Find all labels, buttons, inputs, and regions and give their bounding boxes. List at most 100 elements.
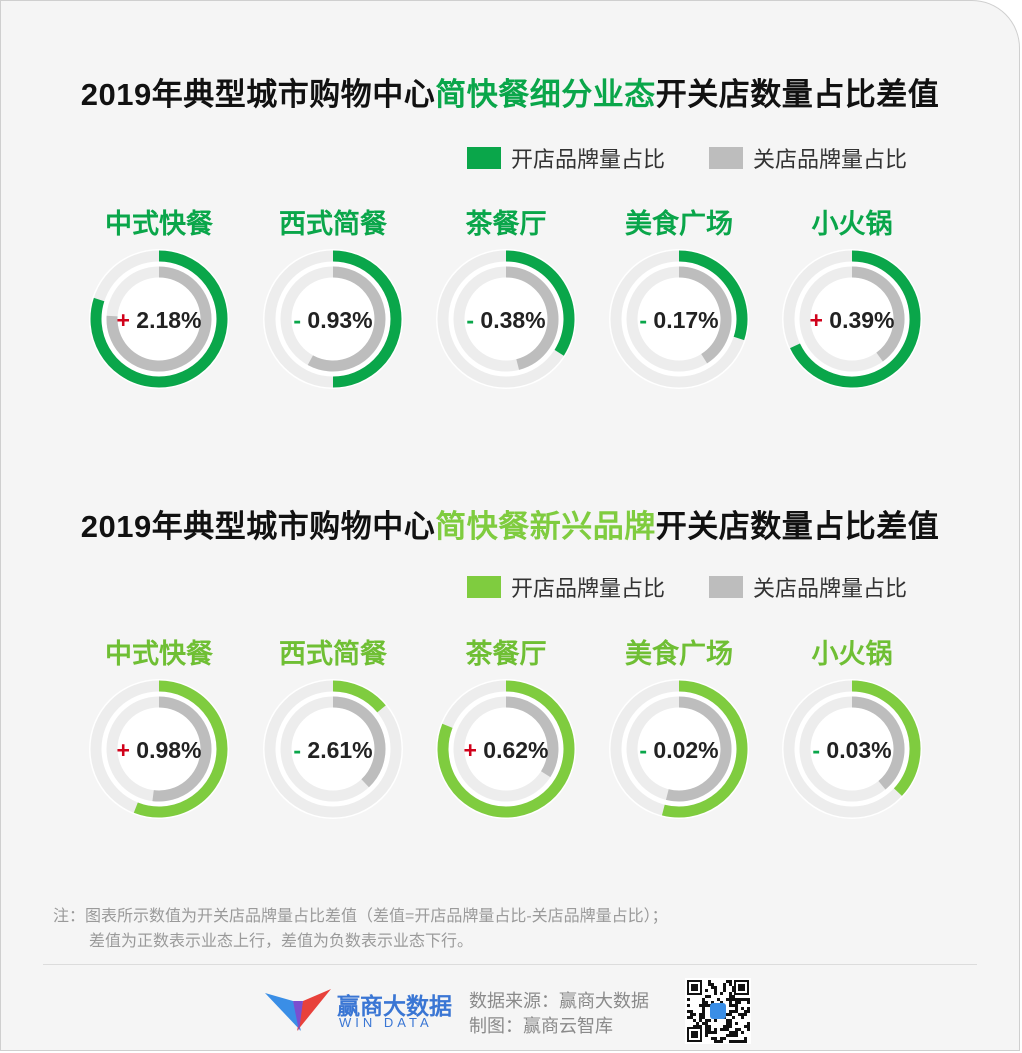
open-arc (678, 250, 748, 341)
top-title-prefix: 2019年典型城市购物中心 (80, 77, 436, 112)
windata-logo-icon (265, 989, 331, 1031)
diff-sign: + (116, 307, 136, 333)
bottom-chart-title: 2019年典型城市购物中心简快餐新兴品牌开关店数量占比差值 (1, 501, 1019, 546)
diff-value: - 0.03% (812, 737, 891, 763)
open-arc (332, 680, 386, 713)
diff-number: 0.38% (480, 307, 545, 333)
top-legend: 开店品牌量占比 关店品牌量占比 (467, 142, 951, 174)
donut-5: 小火锅 - 0.03% (782, 639, 922, 819)
legend-label-open: 开店品牌量占比 (511, 147, 666, 172)
footnote-line-1: 注：图表所示数值为开关店品牌量占比差值（差值=开店品牌量占比-关店品牌量占比）； (53, 908, 668, 925)
close-arc (332, 696, 386, 788)
donut-3: 茶餐厅 - 0.38% (436, 209, 576, 389)
close-arc (505, 696, 559, 778)
top-legend-open: 开店品牌量占比 (467, 142, 665, 174)
category-label: 中式快餐 (105, 639, 214, 669)
diff-value: - 0.17% (639, 307, 718, 333)
diff-sign: - (812, 737, 826, 763)
footer-divider (43, 964, 977, 965)
donut-1: 中式快餐 + 2.18% (89, 209, 229, 389)
bottom-title-suffix: 开关店数量占比差值 (655, 509, 940, 544)
open-arc (790, 250, 921, 388)
category-label: 西式简餐 (279, 208, 388, 239)
legend-swatch-close (709, 576, 744, 598)
top-legend-close: 关店品牌量占比 (709, 142, 907, 174)
diff-number: 2.61% (307, 737, 372, 763)
legend-swatch-close (709, 147, 744, 169)
category-label: 美食广场 (625, 638, 733, 669)
open-arc (661, 680, 748, 818)
diff-value: - 0.02% (639, 737, 718, 763)
bottom-legend-open: 开店品牌量占比 (467, 571, 665, 603)
category-label: 小火锅 (812, 209, 893, 239)
bottom-donut-chart: 中式快餐 + 0.98% 西式简餐 - 2.61% 茶餐厅 + 0.62% 美食广场 - 0.… (89, 638, 922, 819)
bottom-title-highlight: 简快餐新兴品牌 (435, 509, 656, 544)
donut-4: 美食广场 - 0.02% (609, 638, 749, 819)
donut-2: 西式简餐 - 0.93% (263, 208, 403, 389)
diff-sign: - (639, 737, 653, 763)
bottom-legend-close: 关店品牌量占比 (709, 571, 907, 603)
legend-swatch-open (467, 147, 501, 169)
open-arc (90, 250, 228, 388)
legend-label-close: 关店品牌量占比 (753, 576, 908, 601)
legend-label-close: 关店品牌量占比 (753, 147, 908, 172)
diff-sign: - (466, 307, 480, 333)
diff-value: + 0.98% (116, 737, 201, 763)
brand-name: 赢商大数据 (337, 993, 452, 1019)
donut-1: 中式快餐 + 0.98% (89, 639, 229, 819)
top-title-suffix: 开关店数量占比差值 (655, 77, 940, 112)
diff-number: 0.62% (483, 737, 548, 763)
legend-label-open: 开店品牌量占比 (511, 576, 666, 601)
open-arc (332, 250, 402, 388)
open-arc (851, 680, 921, 796)
diff-number: 0.98% (136, 737, 201, 763)
diff-value: - 0.93% (293, 307, 372, 333)
close-arc (665, 696, 732, 802)
bottom-title-prefix: 2019年典型城市购物中心 (80, 509, 436, 544)
donut-3: 茶餐厅 + 0.62% (436, 639, 576, 819)
qr-code-icon (685, 978, 751, 1044)
category-label: 小火锅 (812, 639, 893, 669)
open-arc (133, 680, 228, 818)
donut-5: 小火锅 + 0.39% (782, 209, 922, 389)
diff-number: 0.03% (826, 737, 891, 763)
diff-number: 2.18% (136, 307, 201, 333)
top-title-highlight: 简快餐细分业态 (435, 77, 656, 112)
close-arc (106, 266, 212, 372)
diff-number: 0.17% (653, 307, 718, 333)
diff-number: 0.39% (829, 307, 894, 333)
legend-swatch-open (467, 576, 501, 598)
footnote: 注：图表所示数值为开关店品牌量占比差值（差值=开店品牌量占比-关店品牌量占比）；… (53, 904, 668, 954)
diff-sign: + (809, 307, 829, 333)
chart-maker: 制图：赢商云智库 (469, 1016, 613, 1036)
data-source: 数据来源：赢商大数据 (469, 991, 649, 1011)
diff-sign: - (293, 737, 307, 763)
category-label: 茶餐厅 (466, 209, 547, 239)
top-chart-title: 2019年典型城市购物中心简快餐细分业态开关店数量占比差值 (1, 69, 1019, 114)
donut-4: 美食广场 - 0.17% (609, 208, 749, 389)
diff-number: 0.02% (653, 737, 718, 763)
close-arc (851, 696, 905, 790)
open-arc (505, 250, 575, 356)
category-label: 茶餐厅 (466, 639, 547, 669)
close-arc (678, 266, 732, 364)
diff-value: - 0.38% (466, 307, 545, 333)
close-arc (851, 266, 905, 362)
diff-value: + 0.62% (463, 737, 548, 763)
diff-number: 0.93% (307, 307, 372, 333)
diff-value: - 2.61% (293, 737, 372, 763)
category-label: 美食广场 (625, 208, 733, 239)
diff-value: + 2.18% (116, 307, 201, 333)
source-block: 数据来源：赢商大数据 制图：赢商云智库 (469, 989, 649, 1039)
diff-sign: + (116, 737, 136, 763)
close-arc (505, 266, 559, 370)
close-arc (307, 266, 386, 372)
donut-2: 西式简餐 - 2.61% (263, 638, 403, 819)
diff-value: + 0.39% (809, 307, 894, 333)
footnote-line-2: 差值为正数表示业态上行，差值为负数表示业态下行。 (89, 933, 474, 950)
diff-sign: - (293, 307, 307, 333)
diff-sign: + (463, 737, 483, 763)
bottom-legend: 开店品牌量占比 关店品牌量占比 (467, 571, 951, 603)
diff-sign: - (639, 307, 653, 333)
